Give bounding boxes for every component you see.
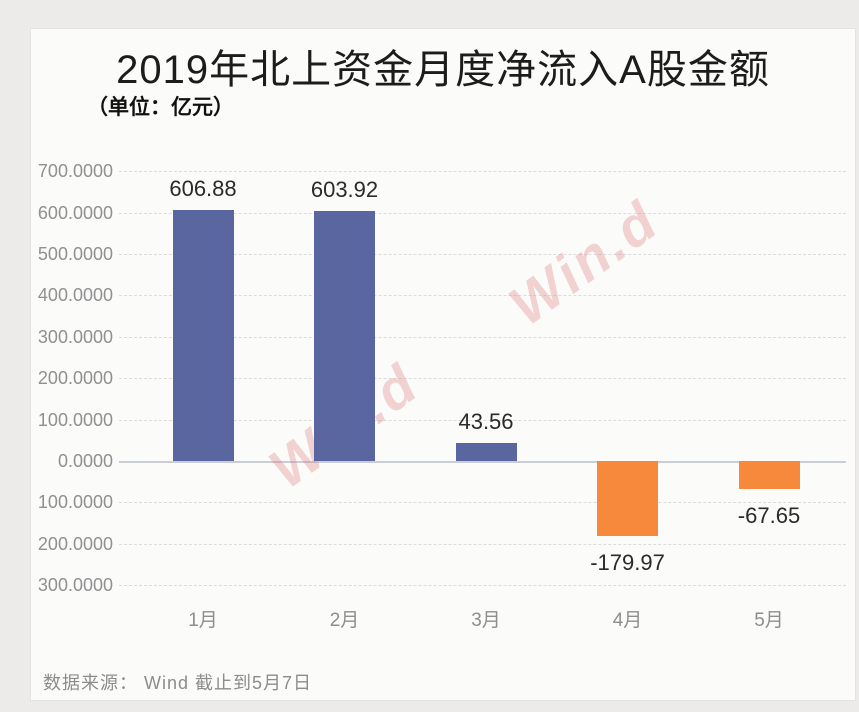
y-tick-label: 100.0000 [37,492,113,513]
gridline [119,419,846,421]
y-tick-label: 100.0000 [37,409,113,430]
gridline [119,543,846,545]
x-tick-label: 2月 [329,610,360,631]
gridline [119,585,846,587]
data-source-note: 数据来源： Wind 截止到5月7日 [43,673,313,693]
x-tick-label: 5月 [754,610,784,631]
bar-1月 [172,209,234,461]
gridline [119,502,846,504]
x-tick-label: 3月 [471,610,501,631]
bar-value-label: 43.56 [458,408,514,434]
y-tick-label: 500.0000 [37,244,113,264]
bar-3月 [455,442,517,461]
gridline [119,378,846,380]
gridline [119,254,846,255]
y-tick-label: 200.0000 [37,533,113,554]
gridline [119,212,846,214]
bar-value-label: -179.97 [590,549,665,575]
bar-2月 [314,210,375,461]
y-tick-label: 0.0000 [57,451,113,471]
y-tick-label: 200.0000 [37,368,113,389]
zero-axis-line [119,461,846,463]
bar-value-label: -67.65 [737,503,801,528]
y-tick-label: 300.0000 [37,575,113,596]
y-tick-label: 400.0000 [37,285,113,306]
gridline [119,171,846,173]
gridline [119,336,846,338]
y-tick-label: 700.0000 [37,161,113,182]
wind-watermark: Win.d [497,188,670,338]
y-tick-label: 300.0000 [37,326,113,347]
bar-4月 [597,461,658,536]
chart-unit-label: （单位：亿元） [87,96,234,119]
chart-card: 2019年北上资金月度净流入A股金额 （单位：亿元） 700.0000 600.0… [30,28,856,701]
bar-value-label: 603.92 [310,176,379,202]
x-tick-label: 4月 [612,610,643,631]
y-tick-label: 600.0000 [37,202,113,223]
gridline [119,295,846,297]
bar-value-label: 606.88 [169,175,237,201]
chart-title: 2019年北上资金月度净流入A股金额 [116,48,770,92]
x-tick-label: 1月 [188,610,218,631]
bar-5月 [738,461,800,489]
